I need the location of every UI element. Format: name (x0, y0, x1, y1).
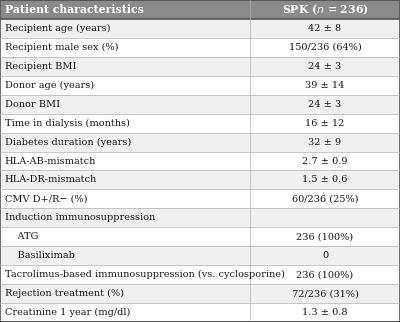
Text: ATG: ATG (5, 232, 38, 241)
Bar (0, 19, 400, 38)
Bar (0, 265, 400, 284)
Bar (0, 38, 400, 57)
Text: Diabetes duration (years): Diabetes duration (years) (5, 137, 131, 147)
Text: Recipient BMI: Recipient BMI (5, 62, 76, 71)
Bar (0, 95, 400, 114)
Text: 236 (100%): 236 (100%) (296, 232, 354, 241)
Text: Creatinine 1 year (mg/dl): Creatinine 1 year (mg/dl) (5, 308, 130, 317)
Text: Basiliximab: Basiliximab (5, 251, 75, 260)
Text: 24 ± 3: 24 ± 3 (308, 100, 342, 109)
Text: HLA-DR-mismatch: HLA-DR-mismatch (5, 175, 97, 185)
Text: Time in dialysis (months): Time in dialysis (months) (5, 118, 130, 128)
Text: 236 (100%): 236 (100%) (296, 270, 354, 279)
Bar (0, 303, 400, 322)
Bar (0, 152, 400, 170)
Bar (0, 227, 400, 246)
Text: CMV D+/R− (%): CMV D+/R− (%) (5, 194, 87, 204)
Text: SPK ($n$ = 236): SPK ($n$ = 236) (282, 2, 368, 17)
Text: 150/236 (64%): 150/236 (64%) (289, 43, 361, 52)
Text: Donor age (years): Donor age (years) (5, 81, 94, 90)
Bar (0, 246, 400, 265)
Text: Tacrolimus-based immunosuppression (vs. cyclosporine): Tacrolimus-based immunosuppression (vs. … (5, 270, 285, 279)
Text: 1.3 ± 0.8: 1.3 ± 0.8 (302, 308, 348, 317)
Text: 42 ± 8: 42 ± 8 (308, 24, 342, 33)
Bar (0, 284, 400, 303)
Text: Induction immunosuppression: Induction immunosuppression (5, 213, 155, 222)
Bar (0, 114, 400, 133)
Bar (0, 0, 400, 19)
Bar (0, 76, 400, 95)
Text: 24 ± 3: 24 ± 3 (308, 62, 342, 71)
Text: 2.7 ± 0.9: 2.7 ± 0.9 (302, 156, 348, 166)
Text: Recipient age (years): Recipient age (years) (5, 24, 110, 33)
Text: 60/236 (25%): 60/236 (25%) (292, 194, 358, 204)
Text: 32 ± 9: 32 ± 9 (308, 137, 342, 147)
Text: 0: 0 (322, 251, 328, 260)
Bar (0, 189, 400, 208)
Bar (0, 133, 400, 152)
Bar (0, 208, 400, 227)
Text: 1.5 ± 0.6: 1.5 ± 0.6 (302, 175, 348, 185)
Bar (0, 57, 400, 76)
Text: 72/236 (31%): 72/236 (31%) (292, 289, 358, 298)
Bar (0, 170, 400, 189)
Text: Patient characteristics: Patient characteristics (5, 4, 144, 15)
Text: 16 ± 12: 16 ± 12 (305, 118, 345, 128)
Text: HLA-AB-mismatch: HLA-AB-mismatch (5, 156, 96, 166)
Text: Recipient male sex (%): Recipient male sex (%) (5, 43, 118, 52)
Text: 39 ± 14: 39 ± 14 (305, 81, 345, 90)
Text: Donor BMI: Donor BMI (5, 100, 60, 109)
Text: Rejection treatment (%): Rejection treatment (%) (5, 289, 124, 298)
